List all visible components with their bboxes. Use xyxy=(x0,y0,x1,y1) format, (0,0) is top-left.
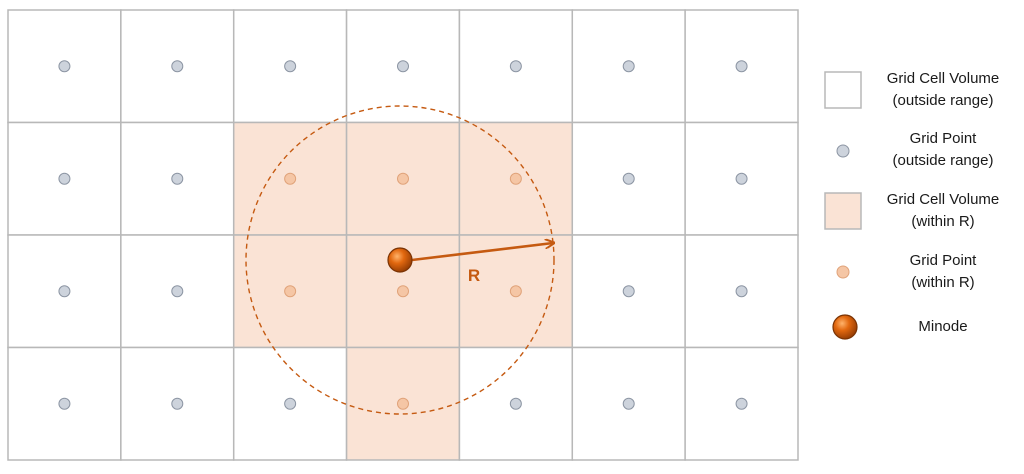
grid-point-within-range xyxy=(396,285,409,298)
legend-line2: (outside range) xyxy=(892,152,994,169)
grid-cell-outside-range xyxy=(7,346,122,461)
grid-point-outside-range xyxy=(735,285,748,298)
grid-point-outside-range xyxy=(58,285,71,298)
grid-point-within-range xyxy=(284,285,297,298)
grid-point-outside-range xyxy=(171,60,184,73)
legend-line1: Grid Cell Volume xyxy=(886,70,1000,87)
legend-swatch-point-outside xyxy=(836,144,850,158)
grid-point-within-range xyxy=(284,172,297,185)
legend-swatch-cell-outside xyxy=(824,71,862,109)
legend-label-minode: Minode xyxy=(868,316,1018,338)
legend-swatch-minode xyxy=(832,314,858,340)
grid-point-outside-range xyxy=(622,285,635,298)
grid-point-outside-range xyxy=(284,60,297,73)
grid-point-outside-range xyxy=(58,397,71,410)
grid-point-outside-range xyxy=(622,172,635,185)
legend-label-cell-outside: Grid Cell Volume (outside range) xyxy=(868,68,1018,112)
grid-point-outside-range xyxy=(735,60,748,73)
legend-line2: (outside range) xyxy=(892,92,994,109)
grid-point-within-range xyxy=(396,397,409,410)
grid-point-outside-range xyxy=(735,397,748,410)
grid-point-outside-range xyxy=(171,397,184,410)
grid-cell-outside-range xyxy=(684,121,799,236)
grid-point-outside-range xyxy=(735,172,748,185)
legend-line1: Grid Cell Volume xyxy=(886,191,1000,208)
grid-point-outside-range xyxy=(171,285,184,298)
legend-label-point-within: Grid Point (within R) xyxy=(868,250,1018,294)
grid-point-outside-range xyxy=(396,60,409,73)
legend-swatch-cell-within xyxy=(824,192,862,230)
legend-swatch-point-within xyxy=(836,265,850,279)
radius-arrow xyxy=(411,243,553,262)
grid-cells xyxy=(7,9,799,461)
legend-label-cell-within: Grid Cell Volume (within R) xyxy=(868,189,1018,233)
grid-point-within-range xyxy=(509,285,522,298)
grid-point-outside-range xyxy=(622,397,635,410)
range-circle xyxy=(245,105,555,415)
legend-line1: Minode xyxy=(918,318,968,335)
grid-point-within-range xyxy=(396,172,409,185)
grid-points xyxy=(58,60,748,410)
grid-point-outside-range xyxy=(58,60,71,73)
grid-point-outside-range xyxy=(171,172,184,185)
legend-line2: (within R) xyxy=(911,274,975,291)
grid-cell-outside-range xyxy=(7,121,122,236)
grid-point-outside-range xyxy=(284,397,297,410)
grid-point-outside-range xyxy=(509,60,522,73)
legend-line2: (within R) xyxy=(911,213,975,230)
legend-label-point-outside: Grid Point (outside range) xyxy=(868,128,1018,172)
grid-point-within-range xyxy=(509,172,522,185)
grid-point-outside-range xyxy=(622,60,635,73)
grid-point-outside-range xyxy=(509,397,522,410)
legend-symbols xyxy=(824,71,862,340)
minode-sphere xyxy=(387,247,413,273)
legend-line1: Grid Point xyxy=(909,252,977,269)
radius-label: R xyxy=(468,266,480,285)
legend-line1: Grid Point xyxy=(909,130,977,147)
grid-point-outside-range xyxy=(58,172,71,185)
